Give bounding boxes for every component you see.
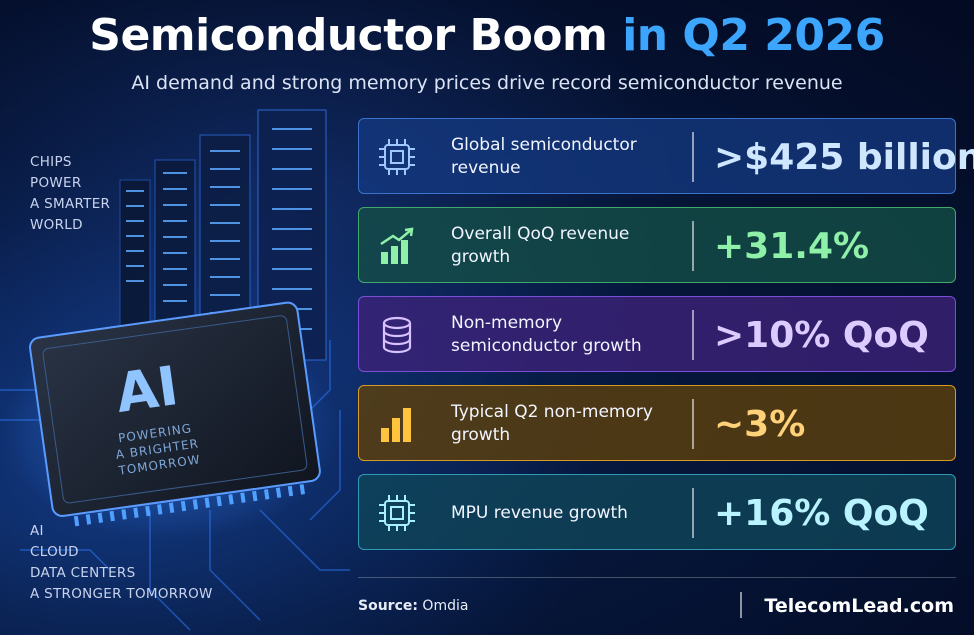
side-bottom-line-1: AI bbox=[30, 523, 44, 539]
brand-logo-text: TelecomLead.com bbox=[764, 595, 954, 617]
stat-value: +31.4% bbox=[714, 225, 870, 267]
growth-chart-icon bbox=[380, 227, 414, 264]
stat-label: Overall QoQ revenue growth bbox=[451, 224, 630, 267]
stat-label: Non-memory semiconductor growth bbox=[451, 313, 642, 356]
page-subtitle: AI demand and strong memory prices drive… bbox=[131, 72, 843, 94]
stat-label: MPU revenue growth bbox=[451, 502, 628, 523]
footer-separator bbox=[740, 592, 742, 618]
source-value: Omdia bbox=[422, 598, 469, 614]
page-title: Semiconductor Boom in Q2 2026 bbox=[0, 10, 974, 61]
bar-chart-icon bbox=[381, 408, 411, 442]
divider bbox=[692, 221, 694, 271]
divider bbox=[692, 488, 694, 538]
stat-value: ~3% bbox=[714, 403, 806, 445]
source-credit: Source: Omdia bbox=[358, 598, 468, 614]
ai-chip-illustration: AI POWERING A BRIGHTER TOMORROW bbox=[0, 109, 350, 631]
side-text-top: CHIPS POWER A SMARTER WORLD bbox=[30, 152, 110, 236]
side-bottom-line-4: A STRONGER TOMORROW bbox=[30, 586, 213, 602]
side-top-line-4: WORLD bbox=[30, 217, 83, 233]
stat-card-typical-q2: Typical Q2 non-memory growth ~3% bbox=[358, 385, 956, 461]
side-bottom-line-2: CLOUD bbox=[30, 544, 79, 560]
divider bbox=[692, 310, 694, 360]
title-part-1: Semiconductor Boom bbox=[89, 10, 608, 61]
side-top-line-2: POWER bbox=[30, 175, 82, 191]
stat-card-qoq-growth: Overall QoQ revenue growth +31.4% bbox=[358, 207, 956, 283]
stat-label: Global semiconductor revenue bbox=[451, 135, 637, 178]
database-icon bbox=[382, 316, 412, 354]
source-label: Source: bbox=[358, 598, 418, 614]
stat-label: Typical Q2 non-memory growth bbox=[451, 402, 653, 445]
stat-card-non-memory-growth: Non-memory semiconductor growth >10% QoQ bbox=[358, 296, 956, 372]
divider bbox=[692, 132, 694, 182]
side-bottom-line-3: DATA CENTERS bbox=[30, 565, 136, 581]
stats-list: Global semiconductor revenue >$425 billi… bbox=[358, 118, 974, 563]
stat-value: >$425 billion bbox=[714, 136, 974, 178]
chip-icon bbox=[379, 139, 415, 175]
side-top-line-1: CHIPS bbox=[30, 154, 72, 170]
side-text-bottom: AI CLOUD DATA CENTERS A STRONGER TOMORRO… bbox=[30, 521, 213, 605]
ai-chip: AI POWERING A BRIGHTER TOMORROW bbox=[29, 301, 321, 527]
title-part-2: in Q2 2026 bbox=[622, 10, 885, 61]
chip-icon bbox=[379, 495, 415, 531]
stat-value: +16% QoQ bbox=[714, 492, 929, 534]
stat-card-mpu-growth: MPU revenue growth +16% QoQ bbox=[358, 474, 956, 550]
side-top-line-3: A SMARTER bbox=[30, 196, 111, 212]
chip-label: AI bbox=[112, 354, 182, 425]
footer-divider bbox=[358, 577, 956, 578]
divider bbox=[692, 399, 694, 449]
stat-card-global-revenue: Global semiconductor revenue >$425 billi… bbox=[358, 118, 974, 194]
stat-value: >10% QoQ bbox=[714, 314, 929, 356]
